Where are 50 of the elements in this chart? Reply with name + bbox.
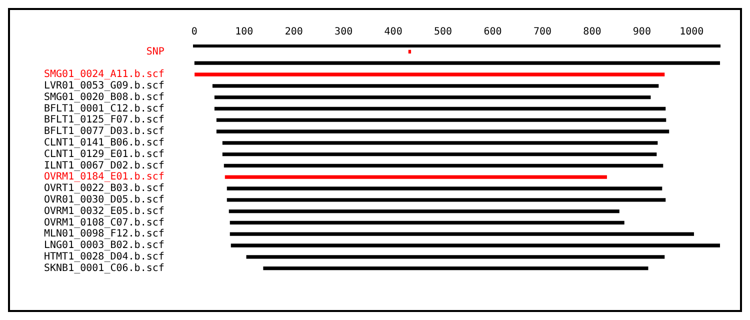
y-tick-label: SNP [146, 46, 164, 58]
y-tick-label: HTMT1_0028_D04.b.scf [44, 251, 164, 262]
y-tick-label: OVRM1_0108_C07.b.scf [44, 217, 164, 228]
y-tick-label: SMG01_0020_B08.b.scf [44, 92, 164, 103]
y-tick-label: SMG01_0024_A11.b.scf [44, 69, 164, 80]
x-tick-label: 500 [434, 26, 452, 38]
y-tick-label: LVR01_0053_G09.b.scf [44, 80, 164, 92]
y-tick-label: OVRT1_0022_B03.b.scf [44, 183, 164, 194]
bar [214, 106, 666, 111]
bar [226, 186, 662, 190]
x-tick-label: 1000 [680, 26, 704, 38]
x-tick-label: 600 [484, 26, 502, 38]
x-tick-label: 900 [632, 26, 651, 38]
y-tick-label: ILNT1_0067_D02.b.scf [44, 160, 164, 172]
bar [230, 220, 624, 225]
bar [216, 130, 670, 134]
y-tick-label: BFLT1_0125_F07.b.scf [44, 114, 164, 126]
y-tick-label: BFLT1_0001_C12.b.scf [44, 103, 164, 114]
bar [222, 152, 657, 156]
y-tick-label: SKNB1_0001_C06.b.scf [44, 262, 164, 274]
bar [224, 175, 607, 179]
bar [226, 198, 666, 202]
bar [222, 141, 658, 145]
x-tick-label: 400 [384, 26, 402, 38]
x-tick-label: 0 [191, 26, 198, 38]
y-tick-label: OVR01_0030_D05.b.scf [44, 194, 164, 206]
bar [263, 266, 648, 270]
bar [228, 209, 620, 214]
y-tick-label: BFLT1_0077_D03.b.scf [44, 126, 164, 138]
bar [408, 50, 412, 54]
bar [230, 244, 720, 248]
y-tick-label: MLN01_0098_F12.b.scf [44, 228, 164, 240]
x-tick-label: 200 [284, 26, 303, 38]
bar [230, 232, 694, 236]
y-tick-label: CLNT1_0141_B06.b.scf [44, 137, 164, 148]
bar [194, 72, 665, 76]
bar [214, 95, 651, 100]
x-tick-label: 100 [235, 26, 254, 38]
bar [224, 164, 664, 168]
bar [246, 255, 665, 259]
x-tick-label: 300 [334, 26, 353, 38]
bar [216, 118, 666, 122]
y-tick-label: LNG01_0003_B02.b.scf [44, 240, 164, 252]
bar [194, 61, 720, 65]
bar [212, 84, 659, 88]
x-tick-label: 700 [533, 26, 552, 38]
y-tick-label: OVRM1_0032_E05.b.scf [44, 206, 164, 217]
y-tick-label: OVRM1_0184_E01.b.scf [44, 172, 164, 183]
y-tick-label: CLNT1_0129_E01.b.scf [44, 148, 164, 160]
x-tick-label: 800 [583, 26, 602, 38]
